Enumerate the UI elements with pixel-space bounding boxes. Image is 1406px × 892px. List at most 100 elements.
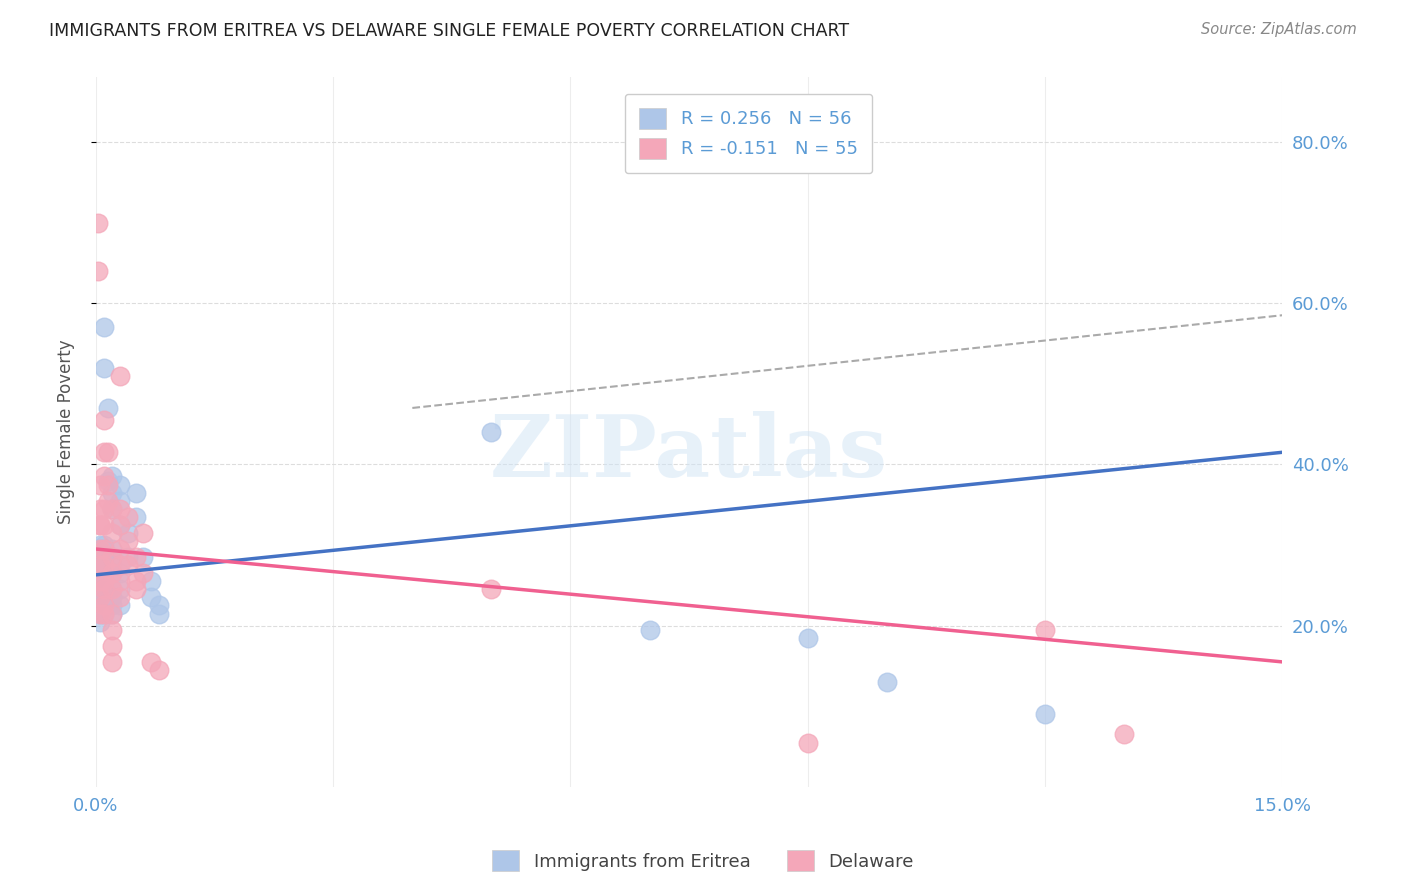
Point <box>101 469 124 483</box>
Point <box>89 542 111 557</box>
Point <box>141 591 163 605</box>
Point <box>124 509 146 524</box>
Point <box>93 469 115 483</box>
Point <box>89 574 111 589</box>
Point <box>93 591 115 605</box>
Point <box>89 542 111 557</box>
Point <box>89 582 111 597</box>
Point <box>89 607 111 621</box>
Point <box>108 591 131 605</box>
Point <box>101 655 124 669</box>
Point <box>101 566 124 581</box>
Point <box>89 517 111 532</box>
Point <box>117 525 139 540</box>
Point <box>93 542 115 557</box>
Legend: Immigrants from Eritrea, Delaware: Immigrants from Eritrea, Delaware <box>485 843 921 879</box>
Point <box>108 493 131 508</box>
Point <box>93 517 115 532</box>
Point <box>93 445 115 459</box>
Point <box>101 599 124 613</box>
Point <box>148 599 170 613</box>
Point <box>101 501 124 516</box>
Point <box>124 550 146 565</box>
Point <box>93 599 115 613</box>
Point <box>89 517 111 532</box>
Point <box>93 542 115 557</box>
Point <box>1033 623 1056 637</box>
Point <box>117 533 139 548</box>
Point <box>89 615 111 629</box>
Point <box>1033 707 1056 722</box>
Point <box>97 401 120 415</box>
Point <box>132 566 155 581</box>
Point <box>93 607 115 621</box>
Point <box>108 558 131 573</box>
Point <box>93 574 115 589</box>
Point <box>108 542 131 557</box>
Point <box>876 675 898 690</box>
Point <box>89 607 111 621</box>
Point <box>101 607 124 621</box>
Point <box>108 517 131 532</box>
Point <box>86 215 108 229</box>
Point <box>93 607 115 621</box>
Point <box>108 574 131 589</box>
Point <box>89 477 111 491</box>
Point <box>97 474 120 488</box>
Point <box>101 558 124 573</box>
Point <box>93 566 115 581</box>
Point <box>796 631 818 645</box>
Point <box>93 582 115 597</box>
Point <box>89 558 111 573</box>
Point <box>97 477 120 491</box>
Point <box>93 538 115 552</box>
Point <box>117 509 139 524</box>
Point <box>89 574 111 589</box>
Point <box>101 607 124 621</box>
Point <box>148 663 170 677</box>
Point <box>101 591 124 605</box>
Point <box>101 525 124 540</box>
Point <box>796 735 818 749</box>
Point <box>481 582 503 597</box>
Point <box>638 623 661 637</box>
Point <box>93 360 115 375</box>
Point <box>93 320 115 334</box>
Legend: R = 0.256   N = 56, R = -0.151   N = 55: R = 0.256 N = 56, R = -0.151 N = 55 <box>624 94 872 173</box>
Y-axis label: Single Female Poverty: Single Female Poverty <box>58 340 75 524</box>
Point <box>97 493 120 508</box>
Point <box>481 425 503 439</box>
Point <box>117 558 139 573</box>
Point <box>132 525 155 540</box>
Point <box>89 501 111 516</box>
Point <box>101 501 124 516</box>
Point <box>93 599 115 613</box>
Text: IMMIGRANTS FROM ERITREA VS DELAWARE SINGLE FEMALE POVERTY CORRELATION CHART: IMMIGRANTS FROM ERITREA VS DELAWARE SING… <box>49 22 849 40</box>
Point <box>101 485 124 500</box>
Point <box>89 554 111 568</box>
Point <box>101 542 124 557</box>
Point <box>93 558 115 573</box>
Point <box>124 574 146 589</box>
Point <box>124 582 146 597</box>
Point <box>108 582 131 597</box>
Point <box>108 368 131 383</box>
Point <box>93 582 115 597</box>
Point <box>141 574 163 589</box>
Point <box>101 550 124 565</box>
Point <box>108 501 131 516</box>
Point <box>108 517 131 532</box>
Text: ZIPatlas: ZIPatlas <box>491 411 889 495</box>
Point <box>117 550 139 565</box>
Point <box>101 639 124 653</box>
Point <box>101 566 124 581</box>
Point <box>132 550 155 565</box>
Point <box>89 550 111 565</box>
Point <box>89 558 111 573</box>
Point <box>93 558 115 573</box>
Point <box>124 485 146 500</box>
Point <box>93 413 115 427</box>
Point <box>93 550 115 565</box>
Point <box>93 501 115 516</box>
Point <box>108 477 131 491</box>
